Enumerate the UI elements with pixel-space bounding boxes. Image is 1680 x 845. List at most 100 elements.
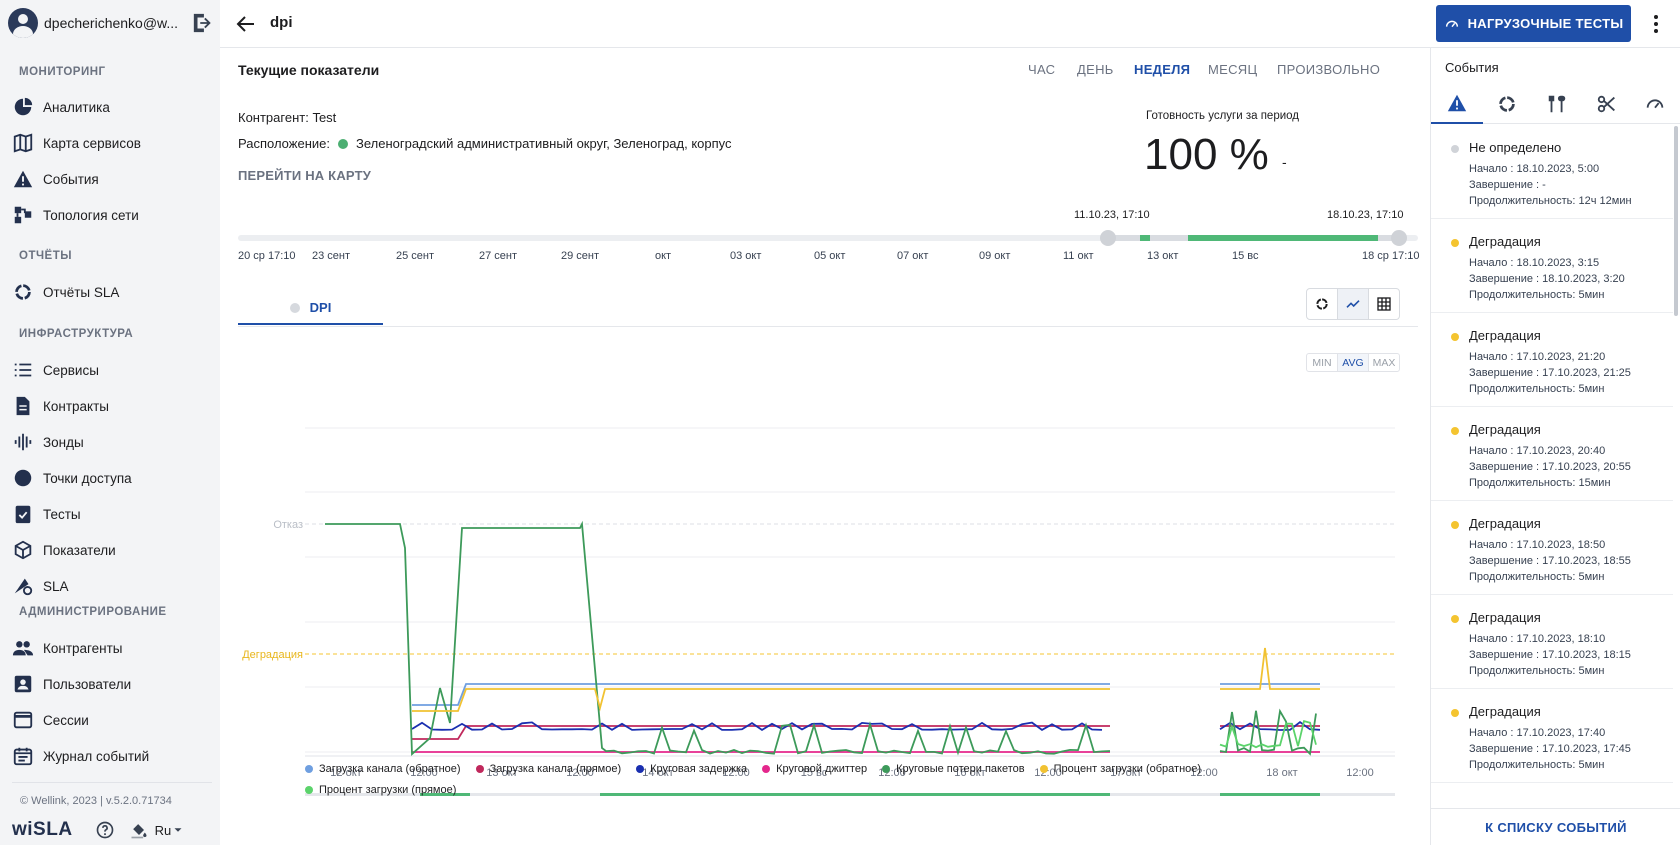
sidebar-item[interactable]: Аналитика	[12, 93, 212, 121]
trend-line-icon	[1346, 300, 1360, 308]
event-item[interactable]: Деградация Начало : 17.10.2023, 17:40 За…	[1431, 689, 1673, 783]
series-line[interactable]	[1219, 719, 1317, 749]
help-icon[interactable]	[95, 820, 115, 840]
events-tab-sla[interactable]	[1481, 84, 1533, 124]
sidebar-item[interactable]: Контрагенты	[12, 634, 212, 662]
sidebar-item[interactable]: SLA	[12, 572, 212, 600]
sidebar-item[interactable]: Зонды	[12, 428, 212, 456]
legend-item[interactable]: Круговые потери пакетов	[882, 763, 1025, 775]
user-name[interactable]: dpecherichenko@w...	[44, 15, 179, 31]
legend-item[interactable]: Загрузка канала (обратное)	[305, 763, 461, 775]
series-line[interactable]	[412, 683, 1110, 706]
timeline-handle-end[interactable]	[1391, 230, 1407, 246]
table-view-button[interactable]	[1369, 289, 1399, 319]
event-end: Завершение : 17.10.2023, 17:45	[1469, 743, 1631, 755]
event-item[interactable]: Деградация	[1431, 783, 1673, 800]
back-arrow-icon[interactable]	[234, 12, 258, 36]
user-row[interactable]: dpecherichenko@w...	[8, 8, 214, 38]
donut-view-button[interactable]	[1307, 289, 1338, 319]
timeline-tick-label: 09 окт	[979, 250, 1011, 262]
event-duration: Продолжительность: 5мин	[1469, 571, 1605, 583]
chevron-down-icon	[174, 828, 182, 832]
x-tick-label: 14 окт	[642, 767, 673, 779]
go-to-map-link[interactable]: ПЕРЕЙТИ НА КАРТУ	[238, 168, 372, 183]
legend-item[interactable]: Процент загрузки (обратное)	[1039, 763, 1201, 775]
timeline-tick-label: 29 сент	[561, 250, 600, 262]
agg-max-button[interactable]: MAX	[1372, 356, 1396, 369]
event-item[interactable]: Не определено Начало : 18.10.2023, 5:00 …	[1431, 125, 1673, 219]
legend-item[interactable]: Загрузка канала (прямое)	[475, 763, 621, 775]
sidebar-item[interactable]: События	[12, 165, 212, 193]
agg-avg-button[interactable]: AVG	[1338, 354, 1369, 371]
paint-bucket-icon[interactable]	[129, 820, 149, 840]
sidebar-item-label: Пользователи	[43, 676, 132, 692]
period-tab-hour[interactable]: ЧАС	[1028, 62, 1056, 77]
events-tab-gauge[interactable]	[1629, 84, 1680, 124]
availability-label: Готовность услуги за период	[1146, 110, 1299, 122]
series-line[interactable]	[411, 721, 1103, 731]
event-duration: Продолжительность: 5мин	[1469, 289, 1605, 301]
sidebar-item[interactable]: Сервисы	[12, 356, 212, 384]
legend-item[interactable]: Круговой джиттер	[762, 763, 867, 775]
events-tab-tools[interactable]	[1531, 84, 1583, 124]
timeline-handle-start[interactable]	[1100, 230, 1116, 246]
event-item[interactable]: Деградация Начало : 18.10.2023, 3:15 Зав…	[1431, 219, 1673, 313]
sidebar-item[interactable]: Точки доступа	[12, 464, 212, 492]
sidebar-item[interactable]: Карта сервисов	[12, 129, 212, 157]
more-vertical-icon[interactable]	[1644, 12, 1668, 36]
events-list-link[interactable]: К СПИСКУ СОБЫТИЙ	[1431, 808, 1680, 845]
series-line[interactable]	[325, 520, 1111, 756]
legend-item[interactable]: Круговая задержка	[636, 763, 747, 775]
load-tests-button[interactable]: НАГРУЗОЧНЫЕ ТЕСТЫ	[1436, 5, 1631, 42]
sidebar-item-label: Сервисы	[43, 362, 99, 378]
clipboard-check-icon	[15, 505, 31, 524]
period-tab-month[interactable]: МЕСЯЦ	[1208, 62, 1258, 77]
event-item[interactable]: Деградация Начало : 17.10.2023, 18:10 За…	[1431, 595, 1673, 689]
threshold-degradation-label: Деградация	[242, 649, 303, 661]
sidebar-item[interactable]: Журнал событий	[12, 742, 212, 770]
sidebar-item-label: SLA	[43, 578, 69, 594]
line-view-button[interactable]	[1338, 289, 1369, 319]
timeline-tick-label: 23 сент	[312, 250, 351, 262]
timeline-availability-segment	[1140, 235, 1150, 241]
event-start: Начало : 18.10.2023, 3:15	[1469, 257, 1600, 269]
cube-icon	[14, 540, 32, 560]
event-start: Начало : 17.10.2023, 18:10	[1469, 633, 1606, 645]
events-tab-scissors[interactable]	[1581, 84, 1633, 124]
events-tab-warning[interactable]	[1431, 84, 1483, 124]
sidebar-item-label: Карта сервисов	[43, 135, 141, 151]
avatar[interactable]	[8, 8, 38, 38]
timeline-track[interactable]	[238, 235, 1418, 241]
legend-item[interactable]: Процент загрузки (прямое)	[305, 784, 456, 796]
sidebar-item[interactable]: Отчёты SLA	[12, 278, 212, 306]
sidebar-item[interactable]: Сессии	[12, 706, 212, 734]
sidebar-item[interactable]: Контракты	[12, 392, 212, 420]
event-item[interactable]: Деградация Начало : 17.10.2023, 20:40 За…	[1431, 407, 1673, 501]
language-select[interactable]: Ru	[155, 823, 186, 838]
events-scrollbar[interactable]	[1674, 126, 1678, 316]
logo: wiSLA	[12, 819, 73, 840]
chart-tab-dpi[interactable]: DPI	[238, 292, 383, 325]
period-tab-week[interactable]: НЕДЕЛЯ	[1134, 62, 1191, 77]
timeline-range[interactable]	[220, 218, 1430, 258]
x-tick-label: 16 окт	[954, 767, 985, 779]
event-start: Начало : 17.10.2023, 17:40	[1469, 727, 1606, 739]
sidebar-item[interactable]: Показатели	[12, 536, 212, 564]
period-tab-custom[interactable]: ПРОИЗВОЛЬНО	[1277, 62, 1381, 77]
sidebar-item-label: Сессии	[43, 712, 89, 728]
language-value: Ru	[154, 822, 172, 838]
agg-min-button[interactable]: MIN	[1307, 354, 1338, 371]
sidebar-item[interactable]: Тесты	[12, 500, 212, 528]
event-end: Завершение : 17.10.2023, 18:15	[1469, 649, 1631, 661]
series-line[interactable]	[1220, 647, 1320, 690]
series-line[interactable]	[412, 688, 1110, 712]
event-item[interactable]: Деградация Начало : 17.10.2023, 18:50 За…	[1431, 501, 1673, 595]
event-item[interactable]: Деградация Начало : 17.10.2023, 21:20 За…	[1431, 313, 1673, 407]
contractor-info: Контрагент: Test	[238, 110, 337, 125]
logout-icon[interactable]	[192, 12, 214, 34]
metrics-chart[interactable]: Отказ Деградация 12 окт 12:00 13 окт 12:00 14 …	[220, 378, 1430, 798]
period-tab-day[interactable]: ДЕНЬ	[1077, 62, 1114, 77]
availability-value: 100 %	[1144, 130, 1269, 179]
sidebar-item[interactable]: Топология сети	[12, 201, 212, 229]
sidebar-item[interactable]: Пользователи	[12, 670, 212, 698]
